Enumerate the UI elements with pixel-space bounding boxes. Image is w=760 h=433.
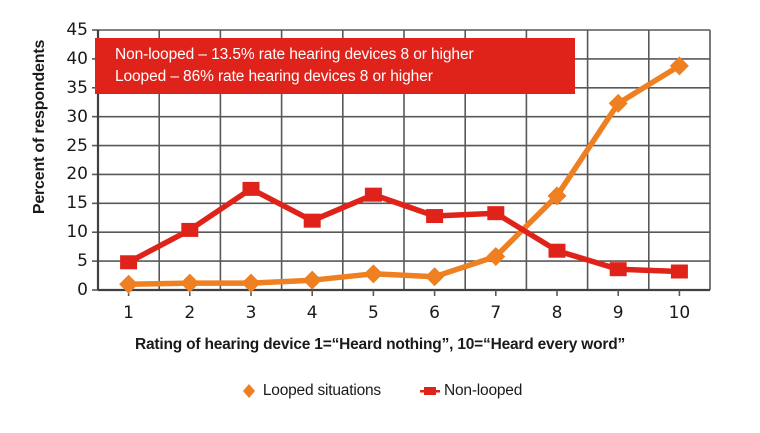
data-point-marker: [548, 243, 566, 258]
x-tick-label: 5: [367, 303, 379, 323]
series-line-2: [125, 186, 683, 275]
x-tick-label: 9: [612, 303, 624, 323]
data-point-marker: [669, 56, 689, 76]
y-tick-label: 25: [66, 135, 88, 156]
series-line-1: [125, 63, 683, 287]
y-tick-label: 10: [66, 222, 88, 243]
data-point-marker: [487, 206, 505, 221]
x-tick-label: 8: [551, 303, 563, 323]
y-tick-label: 35: [66, 77, 88, 98]
legend-item-looped: Looped situations: [238, 382, 381, 400]
annotation-line-1: Non-looped – 13.5% rate hearing devices …: [115, 46, 474, 63]
data-point-marker: [303, 213, 321, 228]
y-tick-label: 20: [66, 164, 88, 185]
data-point-marker: [241, 273, 261, 293]
legend-item-non-looped: Non-looped: [419, 382, 522, 400]
x-tick-label: 10: [668, 303, 691, 323]
legend-label-looped: Looped situations: [262, 382, 381, 399]
data-point-marker: [426, 209, 444, 224]
annotation-callout: Non-looped – 13.5% rate hearing devices …: [95, 38, 575, 94]
data-point-marker: [363, 264, 383, 284]
data-point-marker: [120, 255, 138, 270]
y-tick-label: 45: [66, 20, 88, 40]
y-axis-tick-labels: 0 5 10 15 20 25 30 35 40 45: [44, 0, 88, 433]
x-axis-title: Rating of hearing device 1=“Heard nothin…: [134, 336, 626, 353]
x-tick-label: 7: [490, 303, 502, 323]
x-tick-label: 4: [306, 303, 318, 323]
data-point-marker: [608, 93, 628, 113]
diamond-marker-icon: [238, 383, 260, 399]
x-tick-label: 6: [429, 303, 440, 323]
data-point-marker: [302, 270, 322, 290]
data-point-marker: [486, 246, 506, 266]
square-marker-icon: [419, 383, 441, 399]
data-point-marker: [609, 262, 627, 277]
data-point-marker: [180, 273, 200, 293]
legend-label-non-looped: Non-looped: [443, 382, 523, 399]
y-tick-label: 40: [66, 48, 88, 69]
y-tick-label: 30: [66, 106, 88, 127]
data-point-marker: [670, 264, 688, 279]
chart-legend: Looped situations Non-looped: [0, 382, 760, 400]
x-tick-label: 2: [184, 303, 196, 323]
x-tick-label: 3: [245, 303, 257, 323]
annotation-line-2: Looped – 86% rate hearing devices 8 or h…: [115, 68, 433, 85]
data-point-marker: [181, 222, 199, 237]
x-tick-label: 1: [123, 303, 134, 323]
data-point-marker: [119, 274, 139, 294]
y-tick-label: 15: [66, 193, 88, 214]
y-tick-label: 0: [77, 280, 88, 300]
data-point-marker: [242, 181, 260, 196]
data-point-marker: [547, 186, 567, 206]
data-point-marker: [364, 187, 382, 202]
data-point-marker: [425, 267, 445, 287]
y-tick-label: 5: [77, 251, 88, 272]
